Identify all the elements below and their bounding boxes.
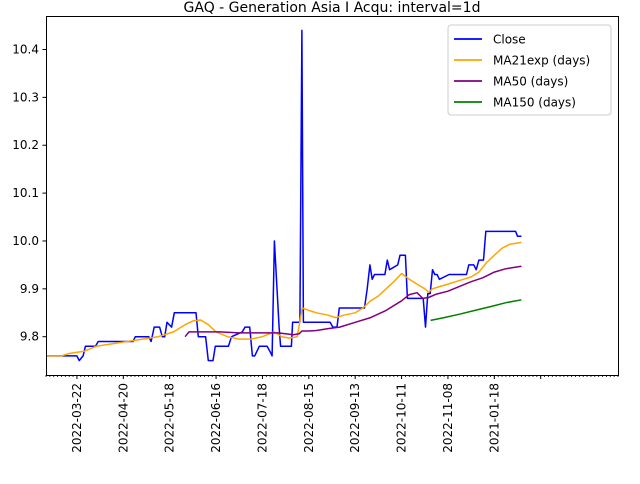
- x-tick-label: 2022-09-13: [348, 383, 362, 453]
- y-tick-label: 10.0: [12, 234, 39, 248]
- x-tick-label: 2022-04-20: [116, 383, 130, 453]
- y-tick-label: 10.3: [12, 90, 39, 104]
- x-tick-label: 2022-03-22: [70, 383, 84, 453]
- legend-label: MA50 (days): [493, 75, 568, 89]
- x-tick-label: 2021-01-18: [487, 383, 501, 453]
- y-tick-label: 10.2: [12, 138, 39, 152]
- x-tick-label: 2022-07-18: [255, 383, 269, 453]
- x-tick-label: 2022-05-18: [163, 383, 177, 453]
- chart-title: GAQ - Generation Asia I Acqu: interval=1…: [184, 0, 481, 16]
- series-line-3: [430, 299, 522, 322]
- y-tick-label: 9.8: [20, 330, 39, 344]
- plot-frame: [46, 16, 619, 376]
- y-tick-label: 10.4: [12, 43, 39, 57]
- plot-area: [46, 29, 522, 362]
- x-tick-label: 2022-10-11: [395, 383, 409, 453]
- x-tick-label: 2022-08-15: [302, 383, 316, 453]
- legend-frame: [447, 24, 612, 116]
- x-axis: 2022-03-22 2022-04-20 2022-05-18 2022-06-16…: [45, 375, 619, 453]
- y-tick-label: 9.9: [20, 282, 39, 296]
- y-tick-label: 10.1: [12, 186, 39, 200]
- legend: Close MA21exp (days) MA50 (days) MA150 (day…: [447, 24, 612, 116]
- y-axis: 9.8 9.9 10.0 10.1 10.2 10.3 10.4: [12, 43, 46, 344]
- legend-label: Close: [493, 33, 526, 47]
- legend-label: MA150 (days): [493, 96, 576, 110]
- legend-label: MA21exp (days): [493, 54, 590, 68]
- series-line-1: [46, 241, 522, 357]
- x-tick-label: 2022-06-16: [209, 383, 223, 453]
- x-tick-label: 2022-11-08: [441, 383, 455, 453]
- series-line-2: [184, 265, 522, 338]
